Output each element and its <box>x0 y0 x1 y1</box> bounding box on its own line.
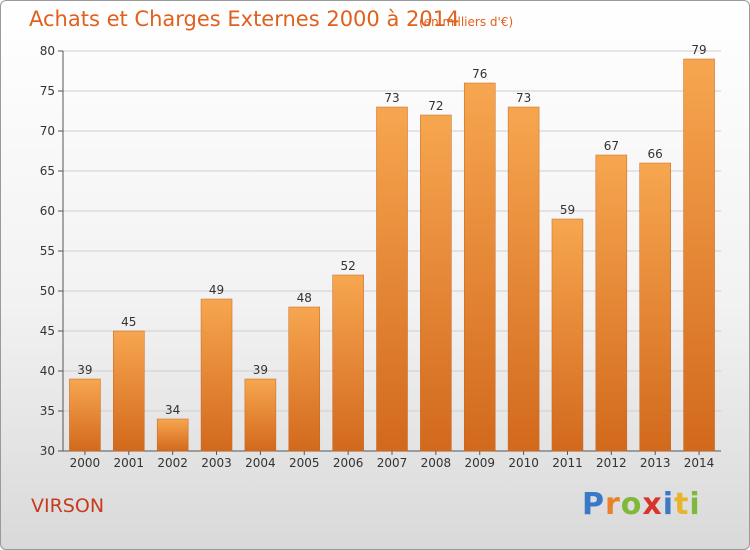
bar-value-label: 79 <box>691 43 706 57</box>
bar-2010 <box>507 106 540 452</box>
proxiti-logo: Proxiti <box>582 487 701 522</box>
y-tick-label: 65 <box>40 164 55 178</box>
bar-2004 <box>244 378 277 452</box>
bar-value-label: 48 <box>297 291 312 305</box>
x-tick-label: 2014 <box>684 456 715 470</box>
x-tick-label: 2004 <box>245 456 276 470</box>
chart-title: Achats et Charges Externes 2000 à 2014 <box>29 7 460 31</box>
bar-2000 <box>69 378 101 452</box>
y-tick-label: 50 <box>40 284 55 298</box>
x-tick-label: 2005 <box>289 456 320 470</box>
bar-value-label: 39 <box>253 363 268 377</box>
x-tick-label: 2007 <box>377 456 408 470</box>
bar-2005 <box>288 306 321 452</box>
bar-2002 <box>156 418 189 452</box>
bar-2001 <box>113 330 145 452</box>
x-tick-label: 2003 <box>201 456 232 470</box>
bar-value-label: 67 <box>604 139 619 153</box>
chart-subtitle: (en milliers d'€) <box>419 15 514 29</box>
bar-value-label: 73 <box>384 91 399 105</box>
bar-value-label: 73 <box>516 91 531 105</box>
bar-value-label: 59 <box>560 203 575 217</box>
y-tick-label: 75 <box>40 84 55 98</box>
bar-2006 <box>332 274 364 452</box>
y-tick-label: 70 <box>40 124 55 138</box>
bar-value-label: 52 <box>340 259 355 273</box>
bar-2011 <box>551 218 584 452</box>
x-tick-label: 2002 <box>157 456 188 470</box>
bar-value-label: 34 <box>165 403 180 417</box>
x-tick-label: 2001 <box>114 456 145 470</box>
x-tick-label: 2010 <box>508 456 539 470</box>
y-tick-label: 55 <box>40 244 55 258</box>
x-tick-label: 2008 <box>421 456 452 470</box>
bar-2013 <box>639 162 671 452</box>
x-tick-label: 2013 <box>640 456 671 470</box>
bar-2007 <box>376 106 408 452</box>
x-tick-label: 2006 <box>333 456 364 470</box>
x-tick-label: 2012 <box>596 456 627 470</box>
y-tick-label: 80 <box>40 44 55 58</box>
bar-value-label: 66 <box>648 147 663 161</box>
bars <box>69 58 715 452</box>
bar-value-label: 72 <box>428 99 443 113</box>
bar-2014 <box>683 58 715 452</box>
x-tick-label: 2009 <box>464 456 495 470</box>
y-tick-label: 30 <box>40 444 55 458</box>
y-tick-label: 35 <box>40 404 55 418</box>
bar-value-label: 45 <box>121 315 136 329</box>
y-tick-label: 45 <box>40 324 55 338</box>
x-tick-label: 2011 <box>552 456 583 470</box>
bar-2008 <box>420 114 452 452</box>
bar-value-label: 76 <box>472 67 487 81</box>
bar-2003 <box>200 298 233 452</box>
y-tick-label: 60 <box>40 204 55 218</box>
bar-2009 <box>463 82 496 452</box>
bar-value-label: 39 <box>77 363 92 377</box>
x-tick-label: 2000 <box>70 456 101 470</box>
y-tick-label: 40 <box>40 364 55 378</box>
bar-value-label: 49 <box>209 283 224 297</box>
value-labels: 39 45 34 49 39 48 52 73 72 76 73 59 67 66 79 <box>77 43 706 417</box>
place-name: VIRSON <box>31 495 105 517</box>
bar-2012 <box>595 154 628 452</box>
